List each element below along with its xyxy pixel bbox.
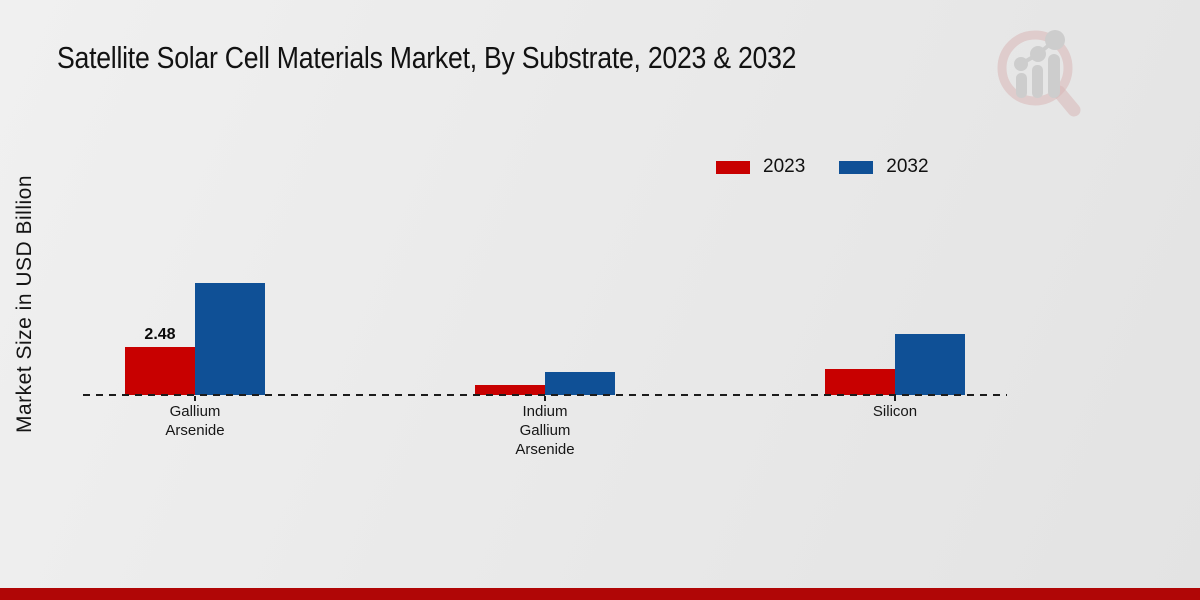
bar-2023-gallium-arsenide	[125, 347, 195, 395]
bar-2032-indium-gallium-arsenide	[545, 371, 615, 395]
footer-red-band	[0, 588, 1200, 600]
bar-2023-silicon	[825, 368, 895, 395]
bar-2032-gallium-arsenide	[195, 282, 265, 395]
x-axis-tick-indium-gallium-arsenide	[544, 396, 546, 401]
legend-label-2032: 2032	[886, 156, 929, 177]
category-label-indium-gallium-arsenide: Indium Gallium Arsenide	[515, 403, 575, 458]
chart-title: Satellite Solar Cell Materials Market, B…	[57, 40, 797, 75]
bar-2032-silicon	[895, 334, 965, 395]
x-axis-tick-gallium-arsenide	[194, 396, 196, 401]
category-label-silicon: Silicon	[872, 403, 918, 420]
legend-label-2023: 2023	[763, 156, 806, 177]
x-axis-tick-silicon	[894, 396, 896, 401]
bar-value-label-2023-gallium-arsenide: 2.48	[144, 326, 176, 343]
magnifier-trend-logo-icon	[997, 30, 1081, 117]
legend-item-2023: 2023	[716, 156, 805, 178]
x-axis-baseline	[83, 394, 1007, 396]
bar-2023-indium-gallium-arsenide	[475, 384, 545, 395]
legend-swatch-2023	[716, 160, 750, 174]
legend: 2023 2032	[716, 156, 929, 178]
category-label-gallium-arsenide: Gallium Arsenide	[165, 403, 225, 439]
legend-item-2032: 2032	[839, 156, 929, 178]
legend-swatch-2032	[839, 160, 874, 174]
